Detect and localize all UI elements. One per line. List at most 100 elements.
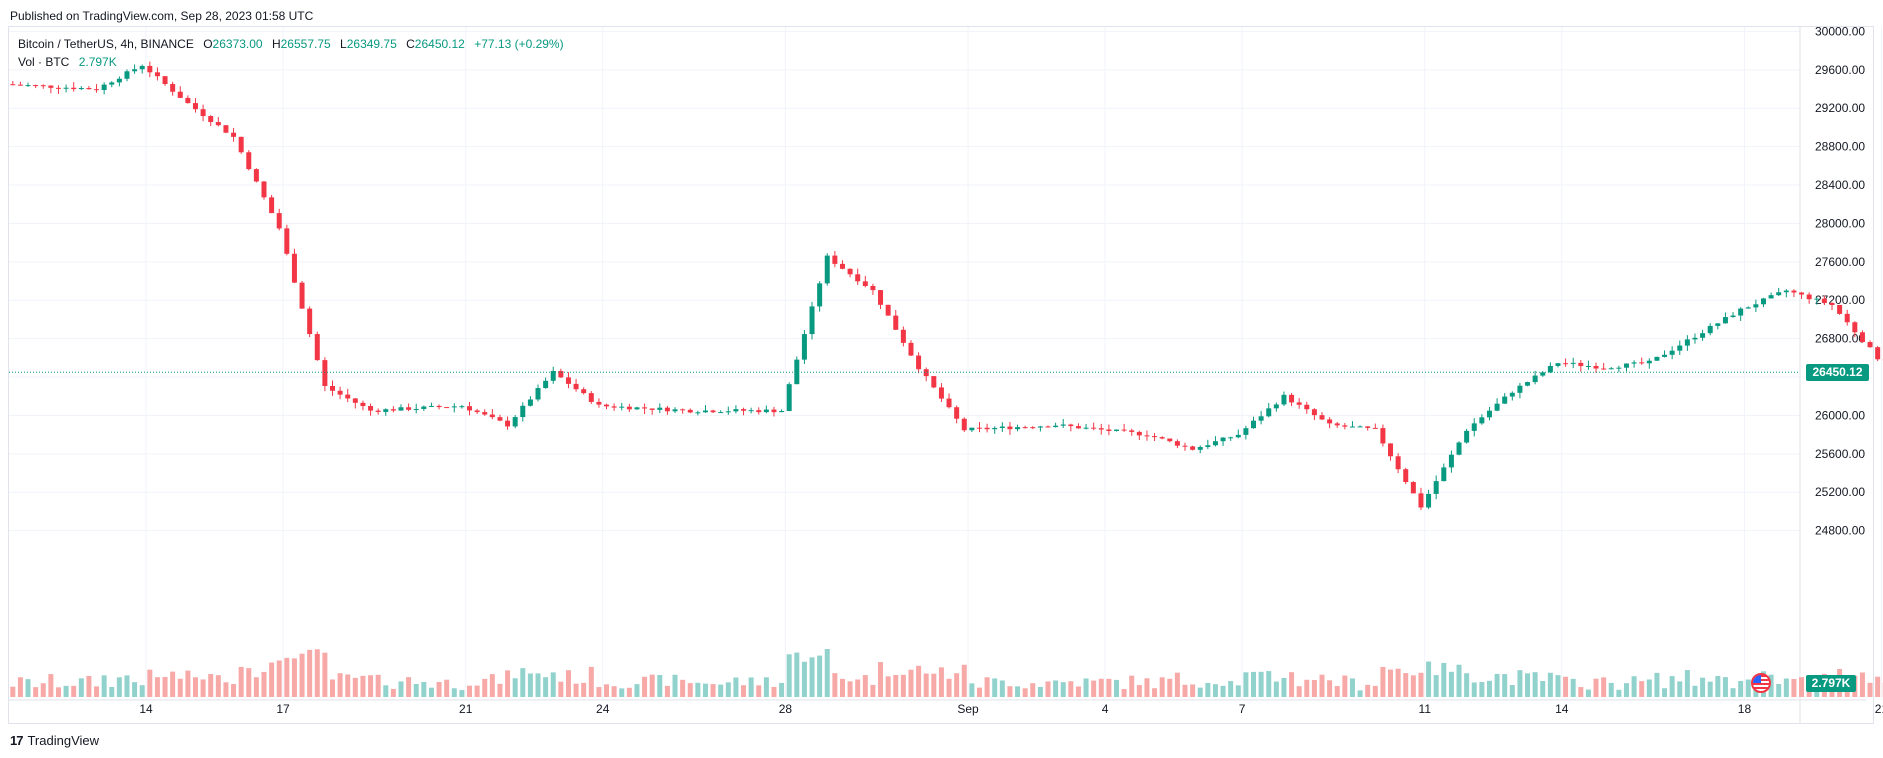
volume-bar xyxy=(817,655,823,697)
candle-body xyxy=(360,402,366,407)
volume-bar xyxy=(1395,668,1401,697)
volume-bar xyxy=(969,683,975,697)
volume-bar xyxy=(1623,683,1629,697)
volume-bar xyxy=(1030,683,1036,697)
volume-bar xyxy=(215,675,221,697)
candle-body xyxy=(992,427,998,430)
last-volume-tag: 2.797K xyxy=(1806,675,1856,692)
candle-body xyxy=(1030,427,1036,429)
candle-body xyxy=(1015,427,1021,430)
legend-symbol: Bitcoin / TetherUS, 4h, BINANCE xyxy=(18,37,194,51)
x-tick-label: 7 xyxy=(1239,702,1246,716)
candle-body xyxy=(314,334,320,361)
volume-bar xyxy=(1075,686,1081,697)
volume-bar xyxy=(170,671,176,697)
candle-body xyxy=(1669,350,1675,355)
candle-body xyxy=(1601,368,1607,370)
volume-bar xyxy=(543,677,549,697)
volume-bar xyxy=(1426,661,1432,697)
volume-bar xyxy=(573,683,579,697)
us-flag-icon[interactable] xyxy=(1751,673,1771,693)
volume-bar xyxy=(657,674,663,697)
volume-bar xyxy=(246,668,252,697)
volume-bar xyxy=(938,667,944,697)
volume-bar xyxy=(558,681,564,697)
candle-body xyxy=(253,169,259,182)
candle-body xyxy=(1060,424,1066,426)
candle-body xyxy=(1525,382,1531,386)
volume-bar xyxy=(1174,672,1180,697)
candle-body xyxy=(847,268,853,275)
volume-bar xyxy=(1547,672,1553,697)
candle-body xyxy=(1441,467,1447,482)
candle-body xyxy=(1707,325,1713,334)
volume-bar xyxy=(261,671,267,697)
candle-body xyxy=(976,427,982,429)
candle-body xyxy=(984,427,990,430)
candle-body xyxy=(489,414,495,418)
candle-body xyxy=(1022,427,1028,429)
volume-bar xyxy=(1159,677,1165,697)
volume-bar xyxy=(231,684,237,697)
volume-bar xyxy=(40,683,46,697)
candle-body xyxy=(664,407,670,412)
volume-bar xyxy=(931,673,937,697)
candle-body xyxy=(1388,443,1394,457)
candle-body xyxy=(611,406,617,408)
candle-body xyxy=(1867,342,1873,348)
candle-body xyxy=(390,409,396,411)
volume-bar xyxy=(1418,672,1424,697)
candle-body xyxy=(451,406,457,408)
volume-bar xyxy=(1281,678,1287,697)
candle-body xyxy=(923,369,929,377)
chart-legend: Bitcoin / TetherUS, 4h, BINANCE O26373.0… xyxy=(18,36,570,71)
volume-bar xyxy=(390,688,396,697)
volume-bar xyxy=(1875,676,1881,697)
volume-bar xyxy=(885,676,891,697)
volume-bar xyxy=(1479,682,1485,697)
candle-body xyxy=(1502,396,1508,404)
volume-bar xyxy=(489,674,495,697)
candle-body xyxy=(428,405,434,407)
candle-body xyxy=(1197,447,1203,450)
candle-body xyxy=(1205,445,1211,448)
candle-body xyxy=(1494,403,1500,411)
volume-bar xyxy=(360,675,366,697)
tradingview-logo-icon: 17 xyxy=(10,733,24,748)
volume-bar xyxy=(908,669,914,697)
candle-body xyxy=(1380,428,1386,444)
candle-body xyxy=(345,394,351,399)
candle-body xyxy=(1722,317,1728,324)
volume-bar xyxy=(1205,682,1211,697)
candle-body xyxy=(954,407,960,419)
volume-bar xyxy=(748,677,754,697)
x-tick-label: 28 xyxy=(779,702,793,716)
candle-body xyxy=(1837,305,1843,314)
candle-body xyxy=(687,409,693,413)
tradingview-brand[interactable]: 17 TradingView xyxy=(10,733,99,748)
volume-bar xyxy=(482,678,488,697)
candle-body xyxy=(1532,375,1538,383)
volume-bar xyxy=(1304,679,1310,697)
candle-body xyxy=(1418,493,1424,508)
candle-body xyxy=(482,412,488,415)
volume-bar xyxy=(147,669,153,697)
candle-body xyxy=(1106,429,1112,432)
candle-body xyxy=(1555,363,1561,366)
candle-body xyxy=(208,116,214,123)
volume-bar xyxy=(1197,687,1203,697)
candle-body xyxy=(969,427,975,431)
candle-body xyxy=(1768,295,1774,299)
candle-body xyxy=(961,418,967,431)
candle-body xyxy=(1547,365,1553,373)
volume-bar xyxy=(1616,689,1622,697)
volume-bar xyxy=(497,683,503,697)
candle-body xyxy=(86,88,92,90)
volume-bar xyxy=(1136,685,1142,697)
candle-body xyxy=(352,398,358,403)
volume-bar xyxy=(824,649,830,697)
volume-bar xyxy=(185,670,191,697)
y-tick-label: 25600.00 xyxy=(1815,447,1865,461)
candle-body xyxy=(1859,332,1865,343)
